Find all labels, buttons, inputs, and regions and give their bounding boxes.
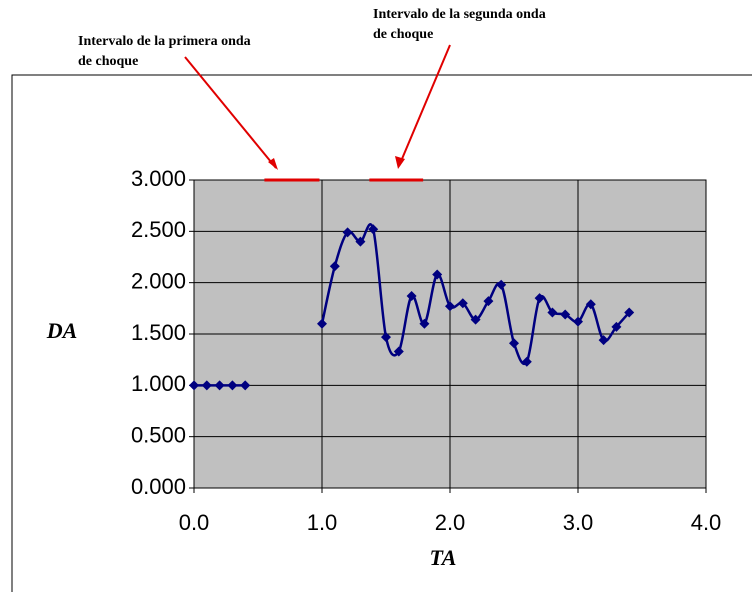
data-point — [470, 314, 481, 325]
data-point — [419, 318, 430, 329]
y-tick-label: 2.000 — [131, 268, 186, 293]
y-tick-label: 0.500 — [131, 422, 186, 447]
data-point — [521, 356, 532, 367]
data-point — [585, 299, 596, 310]
data-point — [240, 380, 251, 391]
arrow-head — [268, 158, 278, 170]
x-axis-label: TA — [430, 545, 457, 570]
data-point — [457, 298, 468, 309]
x-tick-label: 4.0 — [691, 510, 722, 535]
y-tick-label: 1.000 — [131, 371, 186, 396]
chart-frame — [11, 74, 752, 592]
y-tick-label: 3.000 — [131, 166, 186, 191]
data-point — [342, 227, 353, 238]
data-point — [393, 346, 404, 357]
data-point — [189, 380, 199, 391]
data-point — [534, 293, 545, 304]
data-point — [560, 309, 571, 320]
arrow — [184, 56, 277, 169]
data-point — [355, 236, 366, 247]
annotation-text: Intervalo de la segunda onda — [373, 7, 546, 22]
data-point — [483, 296, 494, 307]
y-tick-label: 0.000 — [131, 474, 186, 499]
x-tick-label: 3.0 — [563, 510, 594, 535]
data-point — [598, 335, 609, 346]
x-tick-label: 2.0 — [435, 510, 466, 535]
data-point — [432, 269, 443, 280]
annotation-text: de choque — [373, 27, 433, 42]
annotation-text: de choque — [78, 54, 138, 69]
data-point — [496, 279, 507, 290]
data-point — [445, 301, 455, 312]
data-point — [368, 224, 379, 235]
plot-border — [193, 179, 707, 489]
data-point — [624, 307, 635, 318]
data-point — [227, 380, 238, 391]
data-point — [201, 380, 212, 391]
arrow — [398, 44, 451, 167]
data-point — [381, 332, 391, 343]
data-point — [547, 307, 558, 318]
y-tick-label: 2.500 — [131, 217, 186, 242]
annotation-text: Intervalo de la primera onda — [78, 34, 251, 49]
data-point — [509, 338, 519, 349]
data-point — [611, 321, 622, 332]
y-tick-label: 1.500 — [131, 320, 186, 345]
arrow-head — [395, 156, 405, 169]
data-point — [573, 316, 583, 327]
data-point — [214, 380, 225, 391]
data-point — [317, 318, 327, 329]
data-point — [329, 261, 340, 272]
x-tick-label: 1.0 — [307, 510, 338, 535]
data-point — [406, 291, 417, 302]
x-tick-label: 0.0 — [179, 510, 210, 535]
y-axis-label: DA — [46, 318, 78, 343]
